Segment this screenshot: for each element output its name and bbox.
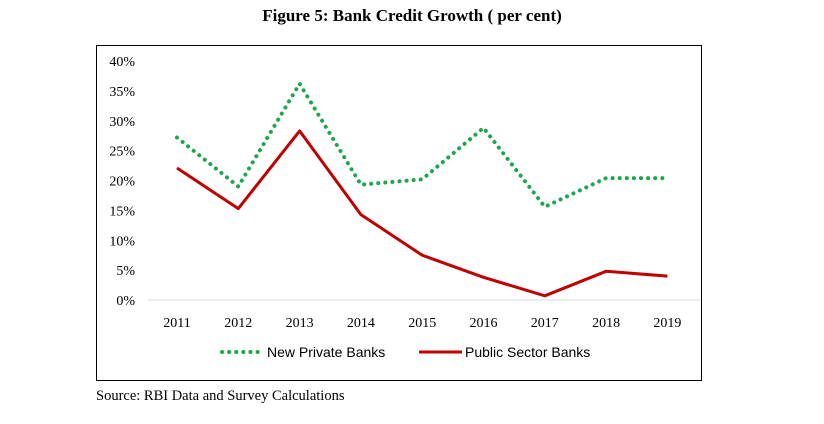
- y-tick-label: 20%: [109, 175, 135, 190]
- y-tick-label: 15%: [109, 204, 135, 219]
- x-tick-label: 2014: [347, 316, 375, 331]
- series-line-new-private-banks: [175, 79, 670, 210]
- legend-label: New Private Banks: [267, 344, 385, 360]
- y-tick-label: 10%: [109, 234, 135, 249]
- series-lines: [175, 79, 670, 298]
- y-tick-label: 30%: [109, 115, 135, 130]
- x-tick-label: 2015: [408, 316, 436, 331]
- y-tick-label: 25%: [109, 145, 135, 160]
- x-tick-label: 2016: [470, 316, 498, 331]
- chart-frame: 0% 5% 10% 15% 20% 25% 30% 35% 40% 2011 2012 2013 20…: [96, 45, 702, 381]
- x-tick-label: 2013: [286, 316, 314, 331]
- y-tick-label: 40%: [109, 55, 135, 70]
- chart-title: Figure 5: Bank Credit Growth ( per cent): [262, 6, 562, 25]
- y-tick-labels: 0% 5% 10% 15% 20% 25% 30% 35% 40%: [109, 55, 135, 309]
- x-tick-label: 2019: [653, 316, 681, 331]
- legend: New Private Banks Public Sector Banks: [220, 344, 590, 360]
- y-tick-label: 35%: [109, 85, 135, 100]
- series-line-public-sector-banks: [176, 129, 668, 298]
- legend-label: Public Sector Banks: [465, 344, 590, 360]
- source-note: Source: RBI Data and Survey Calculations: [96, 388, 345, 404]
- y-tick-label: 5%: [116, 264, 135, 279]
- x-tick-labels: 2011 2012 2013 2014 2015 2016 2017 2018 2019: [163, 316, 681, 331]
- x-tick-label: 2017: [531, 316, 559, 331]
- line-chart: 0%5%10%15%20%25%30%35%40% 2011 2012 2013 20…: [109, 55, 700, 360]
- x-tick-label: 2012: [224, 316, 252, 331]
- x-tick-label: 2018: [592, 316, 620, 331]
- x-tick-label: 2011: [163, 316, 190, 331]
- y-tick-label: 0%: [116, 294, 135, 309]
